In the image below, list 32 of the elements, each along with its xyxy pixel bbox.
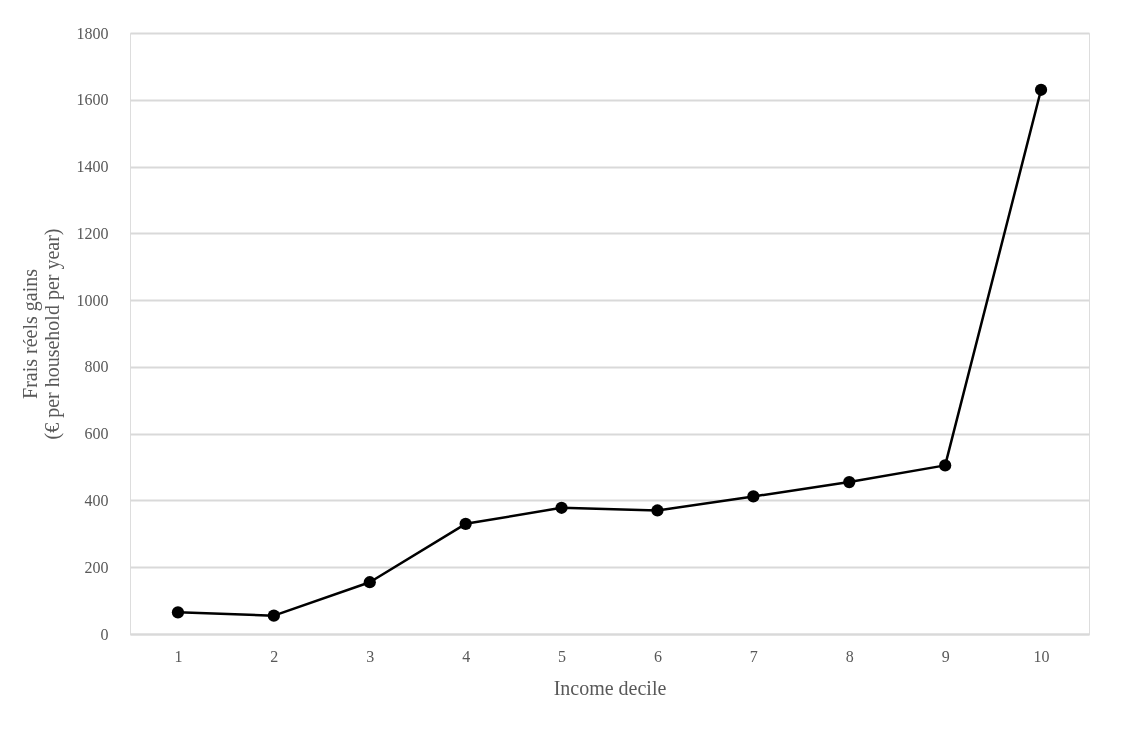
y-tick-label: 1600	[76, 91, 109, 109]
y-tick-label: 1000	[76, 291, 109, 309]
x-tick-label: 2	[270, 647, 279, 665]
point	[651, 504, 664, 517]
x-tick-label: 1	[174, 647, 183, 665]
x-tick-label: 7	[749, 647, 758, 665]
y-tick-label: 600	[84, 425, 109, 443]
point	[171, 606, 185, 619]
x-tick-label: 4	[462, 647, 471, 665]
x-tick-label: 6	[653, 647, 662, 665]
y-tick-label: 1200	[76, 224, 109, 242]
y-tick-label: 800	[84, 358, 109, 376]
point	[843, 475, 856, 489]
x-tick-label: 5	[558, 647, 567, 665]
point	[939, 459, 952, 472]
y-axis-title: Frais réels gains (€ per household per year)	[18, 228, 64, 440]
x-axis-title: Income decile	[553, 676, 667, 699]
x-tick-label: 9	[941, 647, 950, 665]
y-tick-label: 0	[100, 625, 109, 643]
point	[267, 609, 280, 622]
x-tick-label: 8	[845, 647, 854, 665]
point	[747, 490, 760, 503]
x-tick-label: 3	[366, 647, 375, 665]
y-tick-label: 1800	[76, 24, 109, 42]
point	[459, 517, 472, 530]
point	[555, 501, 568, 514]
x-tick-label: 10	[1033, 647, 1050, 665]
y-tick-label: 400	[84, 491, 109, 509]
point	[1034, 83, 1048, 96]
point	[363, 576, 376, 589]
y-tick-label: 200	[84, 558, 109, 576]
y-tick-label: 1400	[76, 158, 109, 176]
